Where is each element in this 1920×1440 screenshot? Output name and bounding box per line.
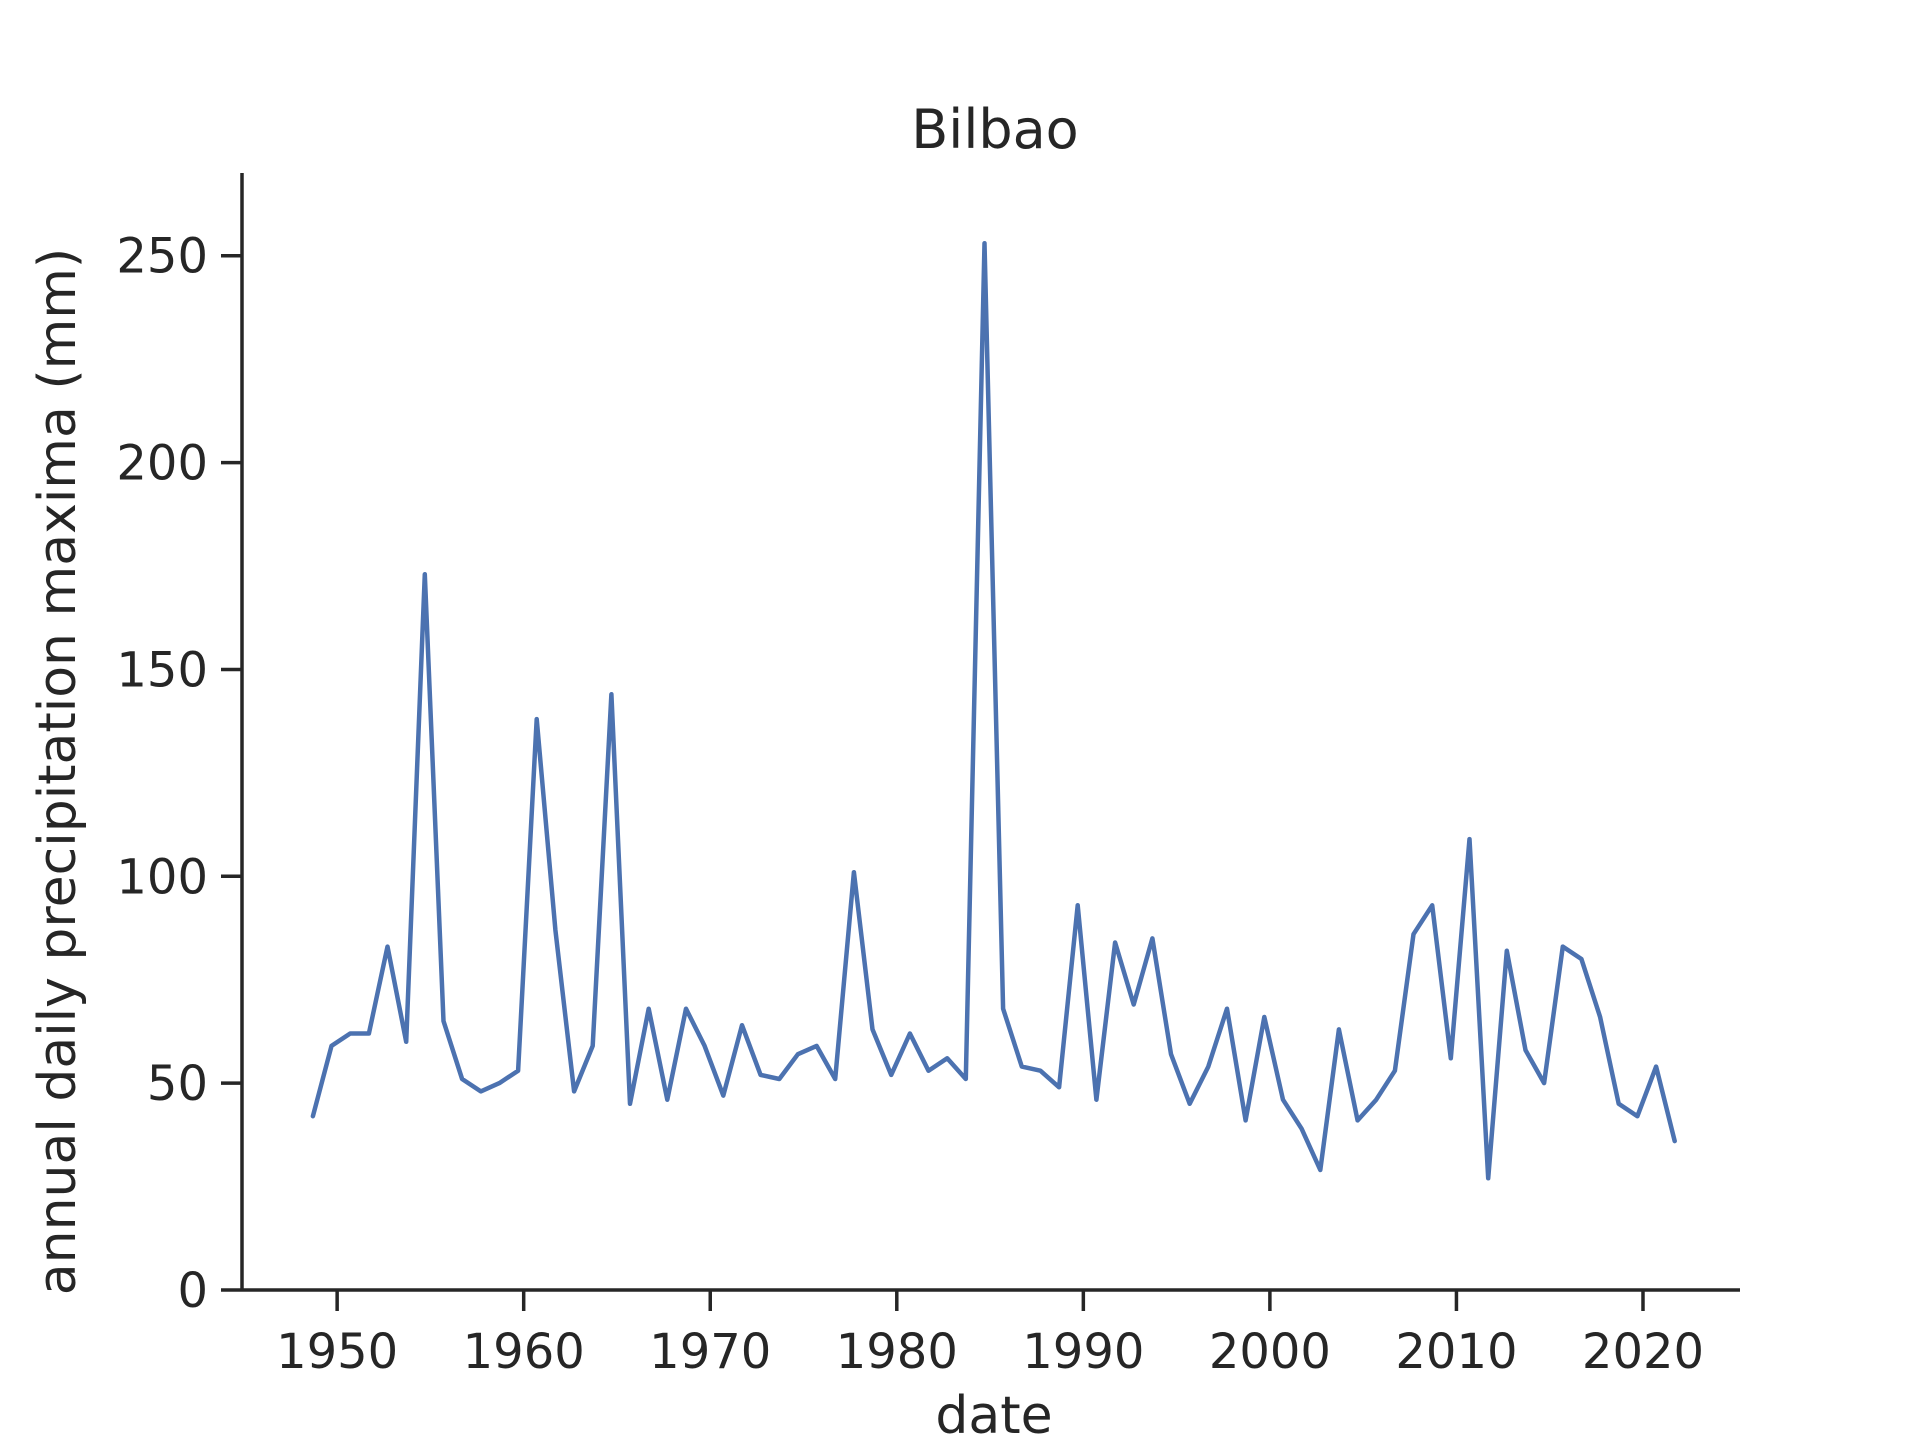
x-tick-label: 2010	[1395, 1324, 1517, 1380]
x-axis-label: date	[935, 1386, 1052, 1440]
y-axis-label-group: annual daily precipitation maxima (mm)	[28, 248, 88, 1295]
chart-title: Bilbao	[911, 98, 1078, 161]
y-tick-label: 0	[177, 1263, 208, 1319]
y-tick-label: 200	[116, 436, 208, 492]
y-tick-label: 100	[116, 849, 208, 905]
y-tick-label: 50	[147, 1056, 208, 1112]
x-tick-label: 1970	[649, 1324, 771, 1380]
x-tick-label: 2000	[1209, 1324, 1331, 1380]
x-tick-label: 1960	[463, 1324, 585, 1380]
y-tick-label: 150	[116, 642, 208, 698]
series-line-0	[310, 241, 1677, 1181]
x-tick-label: 1980	[836, 1324, 958, 1380]
y-axis-label: annual daily precipitation maxima (mm)	[28, 248, 88, 1295]
x-tick-label: 2020	[1582, 1324, 1704, 1380]
x-tick-label: 1990	[1022, 1324, 1144, 1380]
x-axis-ticks: 1950 1960 1970 1980 1990 2000 2010 2020	[276, 1290, 1704, 1380]
series-layer	[310, 241, 1677, 1181]
y-tick-label: 250	[116, 229, 208, 285]
y-axis-ticks: 0 50 100 150 200 250	[116, 229, 242, 1319]
x-tick-label: 1950	[276, 1324, 398, 1380]
